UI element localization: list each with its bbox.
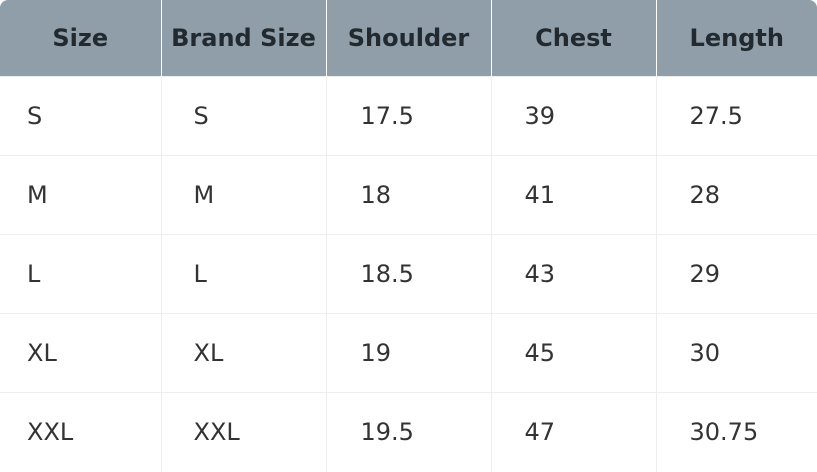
header-size: Size	[0, 0, 162, 76]
cell-size: L	[0, 234, 162, 313]
cell-chest: 45	[491, 313, 657, 392]
cell-shoulder: 18	[326, 155, 492, 234]
cell-chest: 41	[491, 155, 657, 234]
cell-brand-size: L	[161, 234, 327, 313]
cell-length: 27.5	[689, 101, 743, 130]
cell-chest: 47	[491, 392, 657, 472]
cell-size: S	[0, 76, 162, 155]
cell-shoulder: 17.5	[326, 76, 492, 155]
table-row: L L 18.5 43 29	[0, 234, 817, 313]
header-brand-size: Brand Size	[161, 0, 327, 76]
cell-size: XXL	[0, 392, 162, 472]
cell-shoulder: 18.5	[326, 234, 492, 313]
cell-length: 30.75	[689, 418, 759, 447]
cell-brand-size: XXL	[161, 392, 327, 472]
table-row: XXL XXL 19.5 47 30.75	[0, 392, 817, 472]
cell-size: M	[0, 155, 162, 234]
cell-shoulder: 19.5	[326, 392, 492, 472]
header-length: Length	[689, 23, 784, 52]
table-header-row: Size Brand Size Shoulder Chest Length	[0, 0, 817, 76]
cell-brand-size: S	[161, 76, 327, 155]
table-row: S S 17.5 39 27.5	[0, 76, 817, 155]
cell-length: 30	[689, 338, 721, 367]
cell-chest: 39	[491, 76, 657, 155]
header-shoulder: Shoulder	[326, 0, 492, 76]
cell-chest: 43	[491, 234, 657, 313]
cell-brand-size: XL	[161, 313, 327, 392]
header-chest: Chest	[491, 0, 657, 76]
cell-size: XL	[0, 313, 162, 392]
cell-brand-size: M	[161, 155, 327, 234]
table-row: M M 18 41 28	[0, 155, 817, 234]
cell-length: 29	[689, 259, 721, 288]
table-row: XL XL 19 45 30	[0, 313, 817, 392]
cell-shoulder: 19	[326, 313, 492, 392]
cell-length: 28	[689, 180, 721, 209]
